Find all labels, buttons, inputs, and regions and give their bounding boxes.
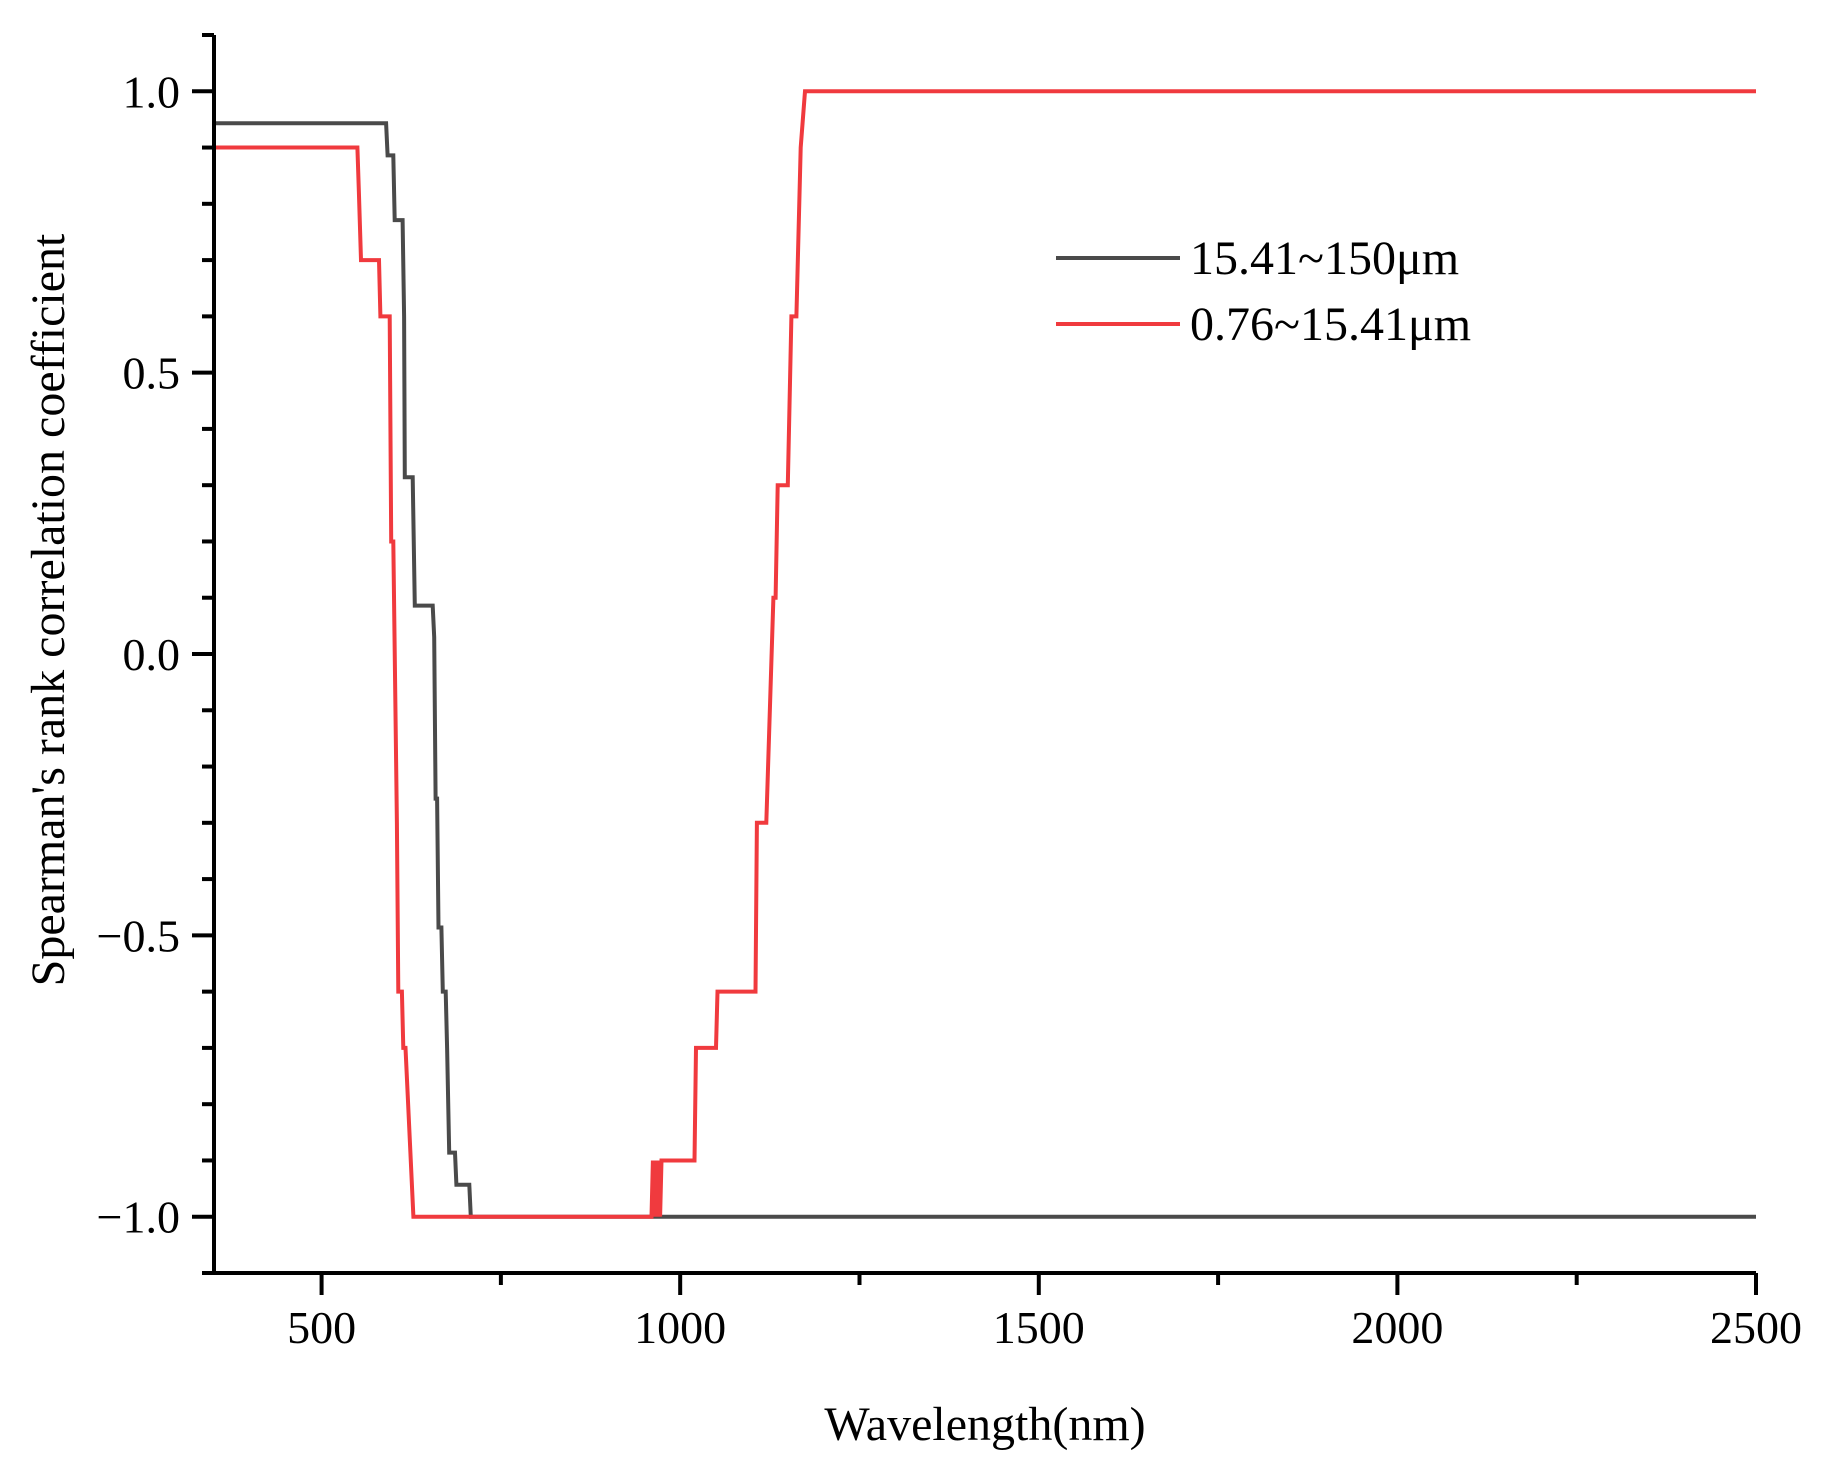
series-line-0 — [214, 121, 1756, 1219]
legend-label-red: 0.76~15.41μm — [1190, 298, 1471, 351]
y-tick-label: −0.5 — [97, 910, 180, 961]
legend: 15.41~150μm 0.76~15.41μm — [1056, 232, 1471, 351]
axes-layer — [212, 35, 1756, 1275]
x-tick-label: 2000 — [1351, 1302, 1443, 1353]
x-tick-label: 2500 — [1710, 1302, 1802, 1353]
ticks-layer: 500 1000 1500 2000 2500 −1.0 −0.5 0.0 0.5 1.0 — [97, 33, 1802, 1353]
y-tick-label: 0.5 — [123, 348, 181, 399]
legend-label-dark: 15.41~150μm — [1190, 232, 1459, 285]
series-layer — [214, 89, 1756, 1219]
y-tick-label: 0.0 — [123, 629, 181, 680]
y-axis-title: Spearman's rank correlation coefficient — [22, 233, 75, 986]
x-tick-label: 1500 — [993, 1302, 1085, 1353]
x-tick-label: 500 — [287, 1302, 356, 1353]
x-tick-label: 1000 — [634, 1302, 726, 1353]
y-tick-label: −1.0 — [97, 1192, 180, 1243]
series-line-1 — [214, 89, 1756, 1219]
y-tick-label: 1.0 — [123, 66, 181, 117]
x-axis-title: Wavelength(nm) — [824, 1398, 1145, 1451]
